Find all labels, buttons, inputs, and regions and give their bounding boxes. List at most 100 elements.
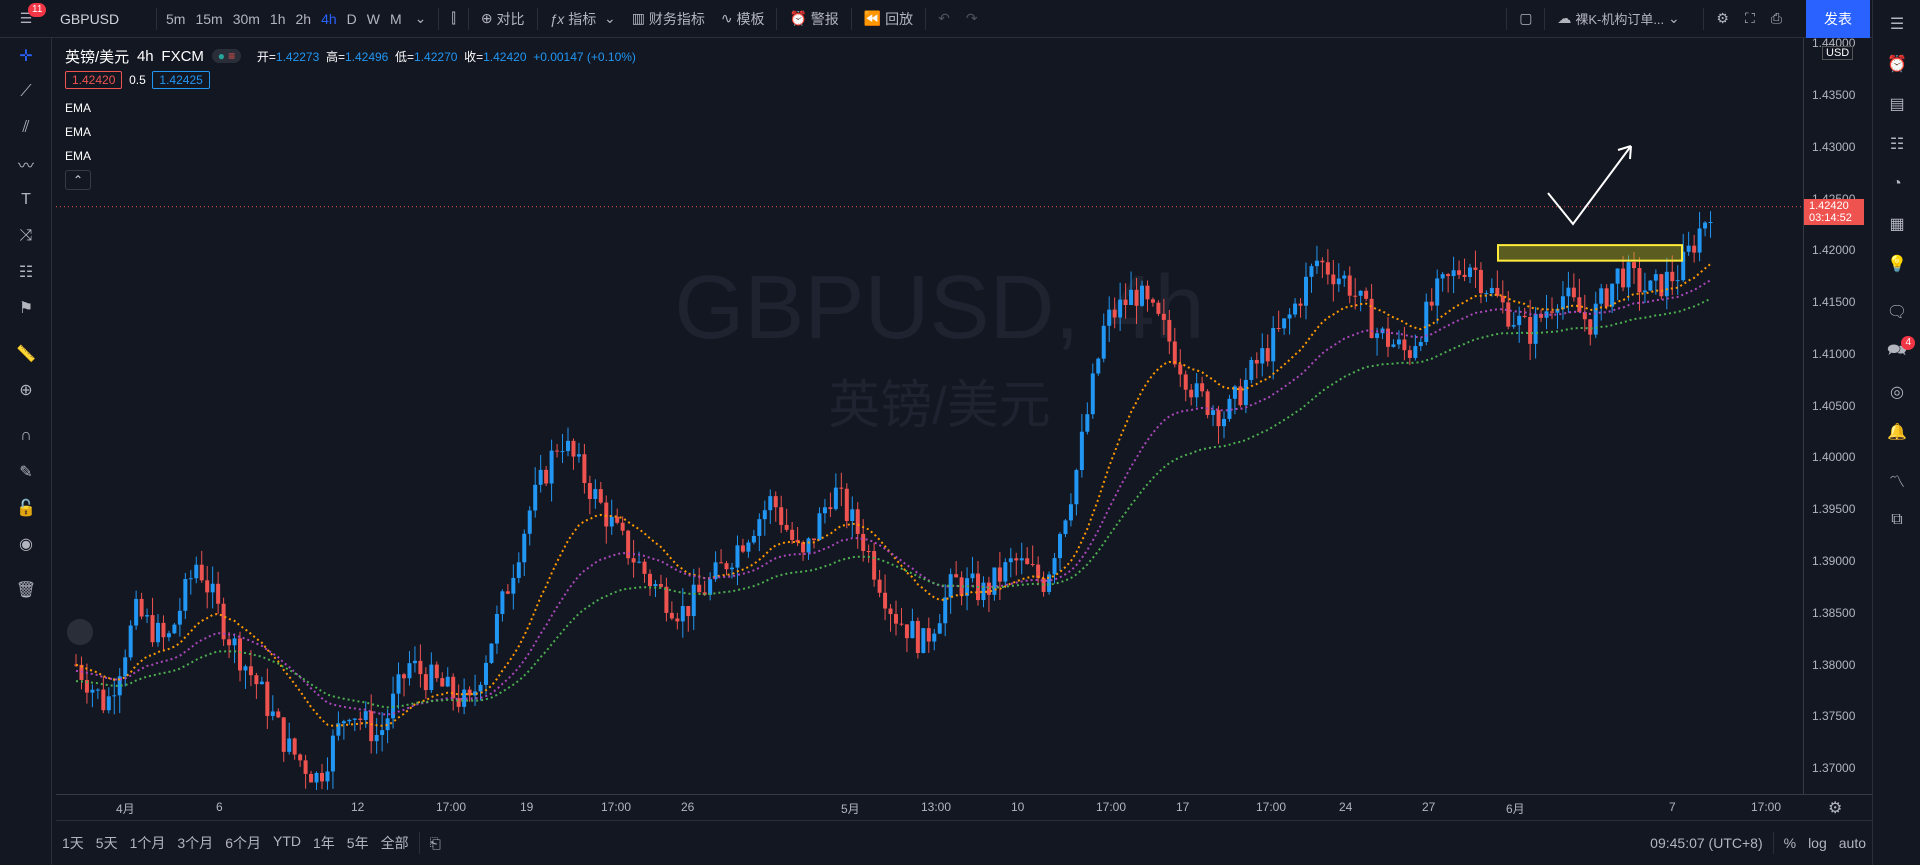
redo-icon[interactable]: ↷: [965, 10, 978, 26]
candle-body: [637, 561, 642, 563]
auto-toggle[interactable]: auto: [1838, 835, 1866, 851]
interval-5m[interactable]: 5m: [166, 10, 186, 27]
object-tree-icon[interactable]: ⧉: [1891, 511, 1903, 528]
candle-body: [1653, 274, 1658, 281]
candle-body: [1347, 275, 1352, 296]
price-axis[interactable]: USD1.440001.435001.430001.425001.420001.…: [1803, 36, 1872, 794]
candle-body: [861, 533, 866, 552]
range-5[interactable]: YTD: [272, 833, 301, 849]
interval-30m[interactable]: 30m: [232, 10, 260, 27]
candle-body: [1271, 327, 1276, 362]
range-0[interactable]: 1天: [62, 835, 84, 851]
crosshair-icon[interactable]: ✛: [19, 48, 33, 65]
chevron-down-icon[interactable]: ⌄: [414, 10, 427, 26]
publish-button[interactable]: 发表: [1806, 0, 1870, 38]
notifications-icon[interactable]: 🔔: [1887, 424, 1907, 441]
log-toggle[interactable]: log: [1808, 835, 1827, 851]
chart-type-icon[interactable]: ⫿: [451, 10, 456, 26]
candle-body: [1484, 293, 1489, 295]
eye-icon[interactable]: ◉: [19, 536, 33, 553]
layout-button[interactable]: ☁ 裸K-机构订单... ⌄: [1549, 0, 1699, 38]
interval-D[interactable]: D: [346, 10, 357, 27]
collapse-legend-icon[interactable]: ⌃: [65, 170, 91, 190]
candle-body: [571, 440, 576, 457]
pattern-icon[interactable]: 〰: [17, 158, 34, 175]
candle-body: [1074, 470, 1079, 505]
interval-M[interactable]: M: [390, 10, 402, 27]
trend-line-icon[interactable]: ⟋: [20, 83, 32, 100]
watchlist-icon[interactable]: ☰: [1889, 16, 1905, 33]
hotlist-icon[interactable]: ◔: [1892, 175, 1902, 192]
prediction-icon[interactable]: ☷: [18, 264, 34, 281]
alarm-icon[interactable]: ⏰: [1887, 56, 1907, 73]
range-2[interactable]: 1个月: [129, 835, 166, 851]
indicator-ema-3[interactable]: EMA: [65, 149, 92, 163]
bid-box[interactable]: 1.42420: [65, 71, 123, 89]
range-4[interactable]: 6个月: [225, 835, 261, 851]
interval-15m[interactable]: 15m: [195, 10, 223, 27]
candle-body: [1495, 287, 1500, 296]
lock-icon[interactable]: 🔓: [16, 500, 36, 517]
replay-button[interactable]: ⏪ 回放: [856, 0, 921, 38]
undo-icon[interactable]: ↶: [938, 10, 950, 26]
pitchfork-icon[interactable]: ⫽: [22, 119, 30, 136]
streams-icon[interactable]: ◎: [1890, 384, 1904, 401]
calendar-list-icon[interactable]: ☷: [1889, 136, 1905, 153]
fullscreen-icon[interactable]: ⛶: [1744, 10, 1755, 26]
date-range-icon[interactable]: ⎗: [429, 834, 441, 851]
price-chart[interactable]: GBPUSD, 4h 英镑/美元: [56, 38, 1803, 794]
range-7[interactable]: 5年: [346, 835, 369, 851]
range-1[interactable]: 5天: [95, 835, 118, 851]
symbol-search[interactable]: GBPUSD: [60, 10, 120, 27]
news-icon[interactable]: ▤: [1889, 96, 1905, 113]
compare-button[interactable]: ⊕ 对比: [473, 0, 533, 38]
interval-4h[interactable]: 4h: [321, 10, 337, 27]
camera-icon[interactable]: ⎙: [1770, 10, 1782, 26]
candle-body: [1500, 295, 1505, 303]
indicator-ema-1[interactable]: EMA: [65, 101, 92, 115]
candle-body: [680, 606, 685, 622]
lock-pencil-icon[interactable]: ✎: [19, 464, 33, 481]
menu-button[interactable]: ☰ 11: [0, 0, 52, 38]
percent-toggle[interactable]: %: [1783, 835, 1797, 851]
indicator-ema-2[interactable]: EMA: [65, 125, 92, 139]
range-6[interactable]: 1年: [312, 835, 335, 851]
ideas-icon[interactable]: 💡: [1887, 256, 1907, 273]
templates-button[interactable]: ∿ 模板: [713, 0, 773, 38]
alert-button[interactable]: ⏰ 警报: [781, 0, 846, 38]
xabcd-pattern-icon[interactable]: ⤨: [19, 227, 33, 244]
range-8[interactable]: 全部: [380, 835, 409, 851]
settings-icon[interactable]: ⚙: [1716, 10, 1729, 26]
messages-icon[interactable]: 🗪 4: [1873, 332, 1920, 372]
magnet-icon[interactable]: ∩: [20, 427, 32, 444]
trash-icon[interactable]: 🗑: [15, 582, 37, 599]
text-icon[interactable]: T: [21, 191, 31, 208]
clock[interactable]: 09:45:07 (UTC+8): [1650, 835, 1763, 851]
calendar-icon[interactable]: ▦: [1889, 216, 1905, 233]
dom-icon[interactable]: 〽: [1888, 474, 1905, 491]
ruler-icon[interactable]: 📏: [16, 346, 36, 363]
interval-2h[interactable]: 2h: [295, 10, 312, 27]
spacer: [0, 562, 51, 572]
candle-body: [533, 484, 538, 511]
ask-box[interactable]: 1.42425: [152, 71, 210, 89]
interval-1h[interactable]: 1h: [269, 10, 286, 27]
candle-body: [494, 613, 499, 644]
time-axis[interactable]: 4月 6 12 17:00 19 17:00 26 5月 13:00 10 17:00 17 17:00…: [56, 794, 1872, 820]
candle-body: [1227, 398, 1232, 419]
candle-body: [391, 693, 396, 719]
axis-settings-icon[interactable]: ⚙: [1828, 800, 1843, 817]
financials-button[interactable]: ▥ 财务指标: [624, 0, 713, 38]
interval-W[interactable]: W: [366, 10, 380, 27]
candle-body: [1637, 268, 1642, 293]
zoom-in-icon[interactable]: ⊕: [19, 382, 33, 399]
indicators-button[interactable]: ƒx 指标 ⌄: [542, 0, 624, 38]
candle-body: [806, 538, 811, 553]
ema-line-1: [75, 263, 1712, 727]
candle-body: [779, 507, 784, 525]
chat-icon[interactable]: 🗨: [1886, 304, 1908, 321]
candle-body: [1544, 311, 1549, 318]
range-3[interactable]: 3个月: [177, 835, 214, 851]
icons-tool-icon[interactable]: ⚑: [18, 300, 34, 317]
fullscreen-box-icon[interactable]: ▢: [1519, 10, 1533, 26]
